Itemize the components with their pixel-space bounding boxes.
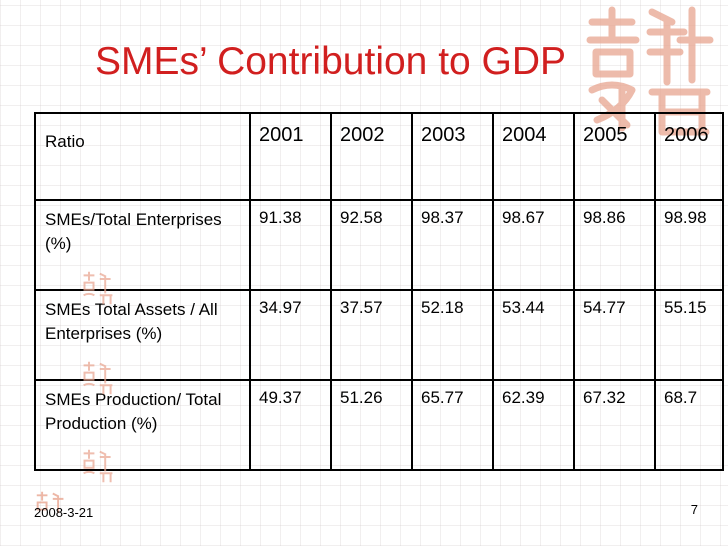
table-header-row: Ratio 2001 2002 2003 2004 2005 2006	[34, 112, 724, 201]
mini-seal-icon	[36, 491, 64, 514]
year-cell: 2002	[330, 112, 413, 201]
year-cell: 2003	[411, 112, 494, 201]
value-cell: 91.38	[249, 199, 332, 291]
value-cell: 53.44	[492, 289, 575, 381]
value-cell: 67.32	[573, 379, 656, 471]
row-label: SMEs Total Assets / All Enterprises (%)	[34, 289, 251, 381]
mini-seal-icon	[83, 361, 113, 395]
value-cell: 98.86	[573, 199, 656, 291]
value-cell: 54.77	[573, 289, 656, 381]
year-cell: 2001	[249, 112, 332, 201]
row-label-text: SMEs/Total Enterprises (%)	[45, 210, 222, 253]
slide-date: 2008-3-21	[34, 505, 94, 520]
mini-seal-icon	[83, 449, 113, 483]
value-cell: 68.7	[654, 379, 724, 471]
page-number: 7	[690, 502, 698, 517]
value-cell: 98.98	[654, 199, 724, 291]
row-label: SMEs Production/ Total Production (%)	[34, 379, 251, 471]
value-cell: 34.97	[249, 289, 332, 381]
table-row: SMEs Total Assets / All Enterprises (%) …	[34, 289, 724, 381]
gdp-table: Ratio 2001 2002 2003 2004 2005 2006 SMEs…	[34, 112, 724, 471]
value-cell: 62.39	[492, 379, 575, 471]
value-cell: 55.15	[654, 289, 724, 381]
header-label: Ratio	[34, 112, 251, 201]
row-label-text: SMEs Production/ Total Production (%)	[45, 390, 222, 433]
value-cell: 98.67	[492, 199, 575, 291]
mini-seal-icon	[83, 271, 113, 305]
value-cell: 37.57	[330, 289, 413, 381]
value-cell: 98.37	[411, 199, 494, 291]
row-label-text: SMEs Total Assets / All Enterprises (%)	[45, 300, 218, 343]
value-cell: 51.26	[330, 379, 413, 471]
slide-title: SMEs’ Contribution to GDP	[95, 40, 567, 83]
value-cell: 49.37	[249, 379, 332, 471]
table-row: SMEs/Total Enterprises (%) 91.38 92.58 9…	[34, 199, 724, 291]
row-label: SMEs/Total Enterprises (%)	[34, 199, 251, 291]
value-cell: 52.18	[411, 289, 494, 381]
year-cell: 2005	[573, 112, 656, 201]
year-cell: 2004	[492, 112, 575, 201]
table-row: SMEs Production/ Total Production (%) 49…	[34, 379, 724, 471]
value-cell: 92.58	[330, 199, 413, 291]
value-cell: 65.77	[411, 379, 494, 471]
year-cell: 2006	[654, 112, 724, 201]
